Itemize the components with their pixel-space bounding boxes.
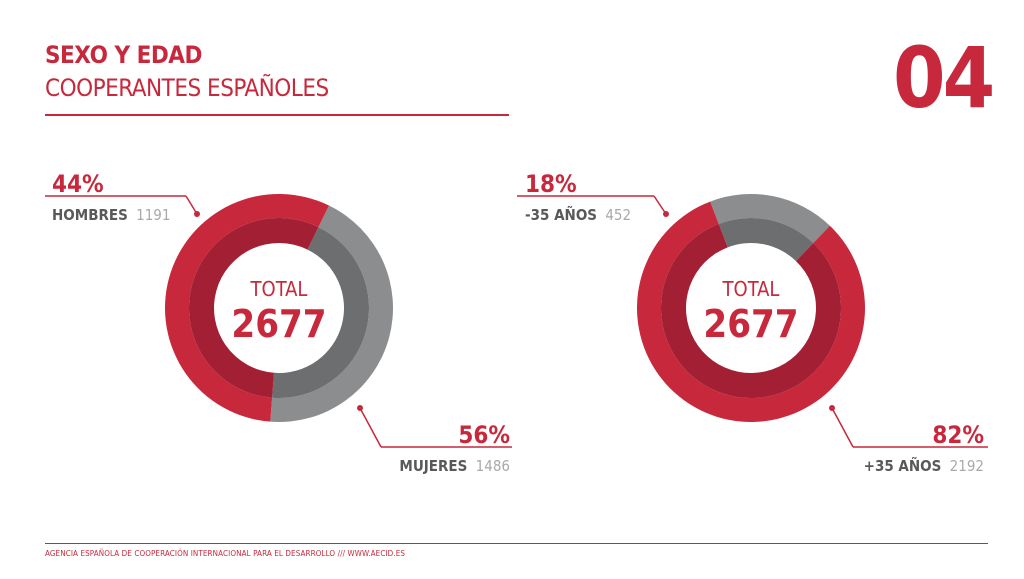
donut-slice-red-inner xyxy=(188,217,319,398)
donut-slice-red-outer xyxy=(164,193,329,422)
slice-name-label: +35 AÑOS 2192 xyxy=(864,456,984,475)
callout-dot xyxy=(663,211,669,217)
donut-chart-sexo: TOTAL 2677 44% HOMBRES 1191 56% MUJERES … xyxy=(45,170,512,475)
center-total-value: 2677 xyxy=(703,302,798,346)
slice-name-label: MUJERES 1486 xyxy=(399,457,510,475)
slice-name-label: HOMBRES 1191 xyxy=(52,206,170,224)
title-divider xyxy=(45,114,509,116)
slice-name-label: -35 AÑOS 452 xyxy=(525,205,631,224)
slice-percent-label: 44% xyxy=(52,170,104,198)
footer-divider xyxy=(45,543,988,544)
page-title: SEXO Y EDAD xyxy=(45,41,202,69)
donut-slice-gray-inner xyxy=(272,227,369,398)
slice-percent-label: 56% xyxy=(458,421,510,449)
center-total-label: TOTAL xyxy=(722,277,780,301)
center-total-label: TOTAL xyxy=(250,277,308,301)
center-total-value: 2677 xyxy=(231,302,326,346)
slice-percent-label: 18% xyxy=(525,170,577,198)
footer-text: AGENCIA ESPAÑOLA DE COOPERACIÓN INTERNAC… xyxy=(45,549,406,558)
donut-slice-gray-inner xyxy=(718,218,814,262)
callout-dot xyxy=(194,211,200,217)
callout-line xyxy=(653,195,667,215)
donut-slice-gray-outer xyxy=(270,205,393,422)
page-subtitle: COOPERANTES ESPAÑOLES xyxy=(45,74,329,102)
donut-slice-gray-outer xyxy=(710,194,830,244)
slice-percent-label: 82% xyxy=(932,421,984,449)
callout-line xyxy=(185,195,198,215)
callout-line xyxy=(359,407,382,448)
section-number: 04 xyxy=(893,29,995,127)
donut-chart-edad: TOTAL 2677 18% -35 AÑOS 452 82% +35 AÑOS… xyxy=(517,170,988,475)
callout-line xyxy=(831,407,854,448)
